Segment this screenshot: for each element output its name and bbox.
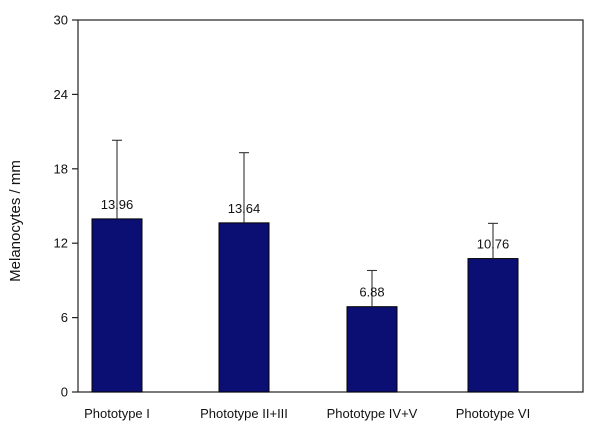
y-axis-ticks: 0 6 12 18 24 30 <box>54 13 78 400</box>
y-tick-label: 18 <box>54 161 68 176</box>
y-axis-title: Melanocytes / mm <box>7 160 24 282</box>
x-category-label: Phototype VI <box>456 406 530 421</box>
bar-value-label: 13.64 <box>228 201 261 216</box>
data-labels: 13.96 13.64 6.88 10.76 <box>101 197 510 300</box>
y-tick-label: 12 <box>54 236 68 251</box>
error-bars <box>112 139 498 307</box>
bar-value-label: 10.76 <box>477 237 510 252</box>
bar-value-label: 6.88 <box>359 285 384 300</box>
x-category-label: Phototype I <box>84 406 150 421</box>
bars <box>91 218 519 393</box>
x-category-label: Phototype II+III <box>200 406 288 421</box>
y-tick-label: 6 <box>61 310 68 325</box>
bar-value-label: 13.96 <box>101 197 134 212</box>
y-tick-label: 0 <box>61 385 68 400</box>
bar <box>91 218 143 393</box>
y-tick-label: 24 <box>54 87 68 102</box>
bar <box>346 306 398 393</box>
bar <box>218 222 270 393</box>
bar <box>467 258 519 393</box>
plot-frame <box>77 19 584 393</box>
x-category-label: Phototype IV+V <box>327 406 418 421</box>
x-axis-labels: Phototype I Phototype II+III Phototype IV+… <box>84 406 530 421</box>
plot-border <box>77 19 584 393</box>
y-tick-label: 30 <box>54 13 68 28</box>
